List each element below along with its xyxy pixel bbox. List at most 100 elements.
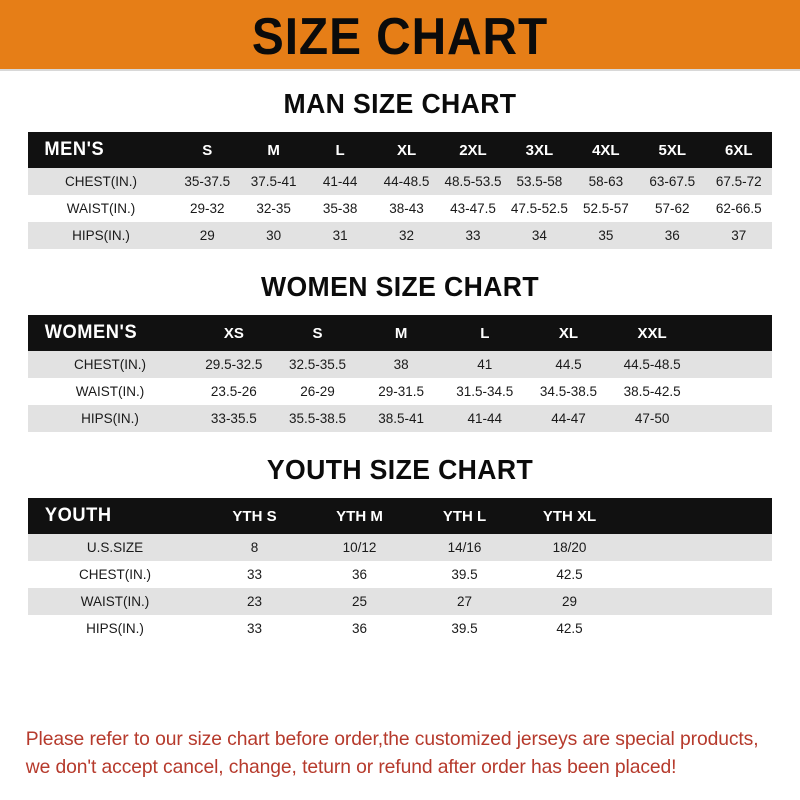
- header-filler: [694, 315, 772, 351]
- cell-hips-5xl: 36: [639, 222, 706, 249]
- table-corner-label-womens: WOMEN'S: [44, 322, 138, 343]
- order-policy-disclaimer: Please refer to our size chart before or…: [0, 726, 792, 781]
- cell-waist-5xl: 57-62: [639, 195, 706, 222]
- column-header-yth-l: YTH L: [442, 507, 487, 525]
- column-header-xs: XS: [223, 324, 244, 342]
- cell-hips-yth-l: 39.5: [412, 615, 517, 642]
- cell-hips-yth-m: 36: [307, 615, 412, 642]
- page-banner: SIZE CHART: [0, 0, 800, 71]
- table-row: CHEST(IN.) 35-37.5 37.5-41 41-44 44-48.5…: [28, 168, 772, 195]
- row-label-hips: HIPS(IN.): [28, 405, 192, 432]
- cell-waist-yth-m: 25: [307, 588, 412, 615]
- cell-chest-3xl: 53.5-58: [506, 168, 573, 195]
- cell-chest-xl: 44-48.5: [373, 168, 440, 195]
- cell-spacer: [694, 351, 772, 378]
- cell-waist-xl: 38-43: [373, 195, 440, 222]
- size-table-man: MEN'S S M L XL 2XL 3XL 4XL 5XL 6XL CHEST…: [28, 132, 772, 249]
- column-header-m: M: [394, 324, 408, 342]
- header-filler: [622, 498, 772, 534]
- table-row: HIPS(IN.) 33 36 39.5 42.5: [28, 615, 772, 642]
- column-header-yth-m: YTH M: [336, 507, 383, 525]
- cell-chest-yth-xl: 42.5: [517, 561, 622, 588]
- row-label-waist: WAIST(IN.): [28, 378, 192, 405]
- section-youth: YOUTH SIZE CHART YOUTH YTH S YTH M YTH L…: [28, 432, 772, 642]
- cell-chest-yth-m: 36: [307, 561, 412, 588]
- section-title-women: WOMEN SIZE CHART: [261, 271, 539, 302]
- cell-spacer: [694, 378, 772, 405]
- column-header-xxl: XXL: [637, 324, 667, 342]
- column-header-3xl: 3XL: [525, 141, 554, 159]
- cell-waist-s: 26-29: [275, 378, 360, 405]
- column-header-yth-xl: YTH XL: [542, 507, 597, 525]
- row-label-hips: HIPS(IN.): [28, 615, 202, 642]
- cell-hips-s: 29: [174, 222, 241, 249]
- header-row: YOUTH YTH S YTH M YTH L YTH XL: [28, 498, 772, 534]
- cell-hips-xs: 33-35.5: [192, 405, 276, 432]
- cell-hips-2xl: 33: [439, 222, 507, 249]
- cell-ussize-yth-xl: 18/20: [517, 534, 622, 561]
- table-row: HIPS(IN.) 33-35.5 35.5-38.5 38.5-41 41-4…: [28, 405, 772, 432]
- table-row: HIPS(IN.) 29 30 31 32 33 34 35 36 37: [28, 222, 772, 249]
- column-header-5xl: 5XL: [658, 141, 687, 159]
- table-header-women: WOMEN'S XS S M L XL XXL: [28, 315, 772, 351]
- column-header-xl: XL: [558, 324, 579, 342]
- cell-waist-m: 29-31.5: [359, 378, 443, 405]
- banner-divider: [0, 69, 800, 71]
- cell-ussize-yth-l: 14/16: [412, 534, 517, 561]
- cell-hips-s: 35.5-38.5: [275, 405, 360, 432]
- cell-hips-xl: 44-47: [526, 405, 611, 432]
- cell-waist-2xl: 43-47.5: [439, 195, 507, 222]
- cell-waist-yth-l: 27: [412, 588, 517, 615]
- cell-chest-xl: 44.5: [526, 351, 611, 378]
- column-header-4xl: 4XL: [592, 141, 620, 159]
- cell-waist-yth-xl: 29: [517, 588, 622, 615]
- section-title-youth: YOUTH SIZE CHART: [266, 454, 534, 485]
- cell-ussize-yth-s: 8: [202, 534, 307, 561]
- cell-chest-s: 35-37.5: [174, 168, 241, 195]
- cell-spacer: [622, 615, 772, 642]
- table-header-youth: YOUTH YTH S YTH M YTH L YTH XL: [28, 498, 772, 534]
- cell-spacer: [694, 405, 772, 432]
- column-header-l: L: [335, 141, 345, 159]
- section-title-man: MAN SIZE CHART: [283, 88, 517, 119]
- column-header-xl: XL: [396, 141, 417, 159]
- table-row: WAIST(IN.) 23.5-26 26-29 29-31.5 31.5-34…: [28, 378, 772, 405]
- cell-chest-4xl: 58-63: [572, 168, 640, 195]
- cell-waist-3xl: 47.5-52.5: [506, 195, 573, 222]
- cell-chest-s: 32.5-35.5: [275, 351, 360, 378]
- cell-chest-xs: 29.5-32.5: [192, 351, 276, 378]
- cell-chest-yth-s: 33: [202, 561, 307, 588]
- column-header-l: L: [480, 324, 490, 342]
- table-row: CHEST(IN.) 29.5-32.5 32.5-35.5 38 41 44.…: [28, 351, 772, 378]
- cell-hips-xl: 32: [373, 222, 440, 249]
- chart-sheet: MAN SIZE CHART MEN'S S M L XL 2XL 3XL 4X…: [0, 71, 800, 642]
- cell-hips-l: 41-44: [442, 405, 527, 432]
- cell-hips-yth-xl: 42.5: [517, 615, 622, 642]
- row-label-chest: CHEST(IN.): [28, 168, 174, 195]
- row-label-us-size: U.S.SIZE: [28, 534, 202, 561]
- cell-chest-5xl: 63-67.5: [639, 168, 706, 195]
- column-header-2xl: 2XL: [459, 141, 487, 159]
- size-table-youth: YOUTH YTH S YTH M YTH L YTH XL U.S.SIZE …: [28, 498, 772, 642]
- table-row: WAIST(IN.) 29-32 32-35 35-38 38-43 43-47…: [28, 195, 772, 222]
- section-women: WOMEN SIZE CHART WOMEN'S XS S M L XL XXL…: [28, 249, 772, 432]
- table-body-women: CHEST(IN.) 29.5-32.5 32.5-35.5 38 41 44.…: [28, 351, 772, 432]
- column-header-s: S: [312, 324, 323, 342]
- row-label-hips: HIPS(IN.): [28, 222, 174, 249]
- cell-hips-3xl: 34: [506, 222, 573, 249]
- cell-waist-s: 29-32: [174, 195, 241, 222]
- cell-hips-m: 38.5-41: [359, 405, 443, 432]
- cell-hips-6xl: 37: [705, 222, 772, 249]
- table-row: U.S.SIZE 8 10/12 14/16 18/20: [28, 534, 772, 561]
- column-header-yth-s: YTH S: [232, 507, 277, 525]
- section-man: MAN SIZE CHART MEN'S S M L XL 2XL 3XL 4X…: [28, 71, 772, 249]
- cell-chest-m: 37.5-41: [240, 168, 307, 195]
- cell-spacer: [622, 588, 772, 615]
- cell-waist-xs: 23.5-26: [192, 378, 276, 405]
- cell-waist-yth-s: 23: [202, 588, 307, 615]
- column-header-m: M: [267, 141, 280, 159]
- cell-chest-m: 38: [359, 351, 443, 378]
- cell-waist-4xl: 52.5-57: [572, 195, 640, 222]
- cell-waist-l: 31.5-34.5: [442, 378, 527, 405]
- cell-waist-xxl: 38.5-42.5: [610, 378, 694, 405]
